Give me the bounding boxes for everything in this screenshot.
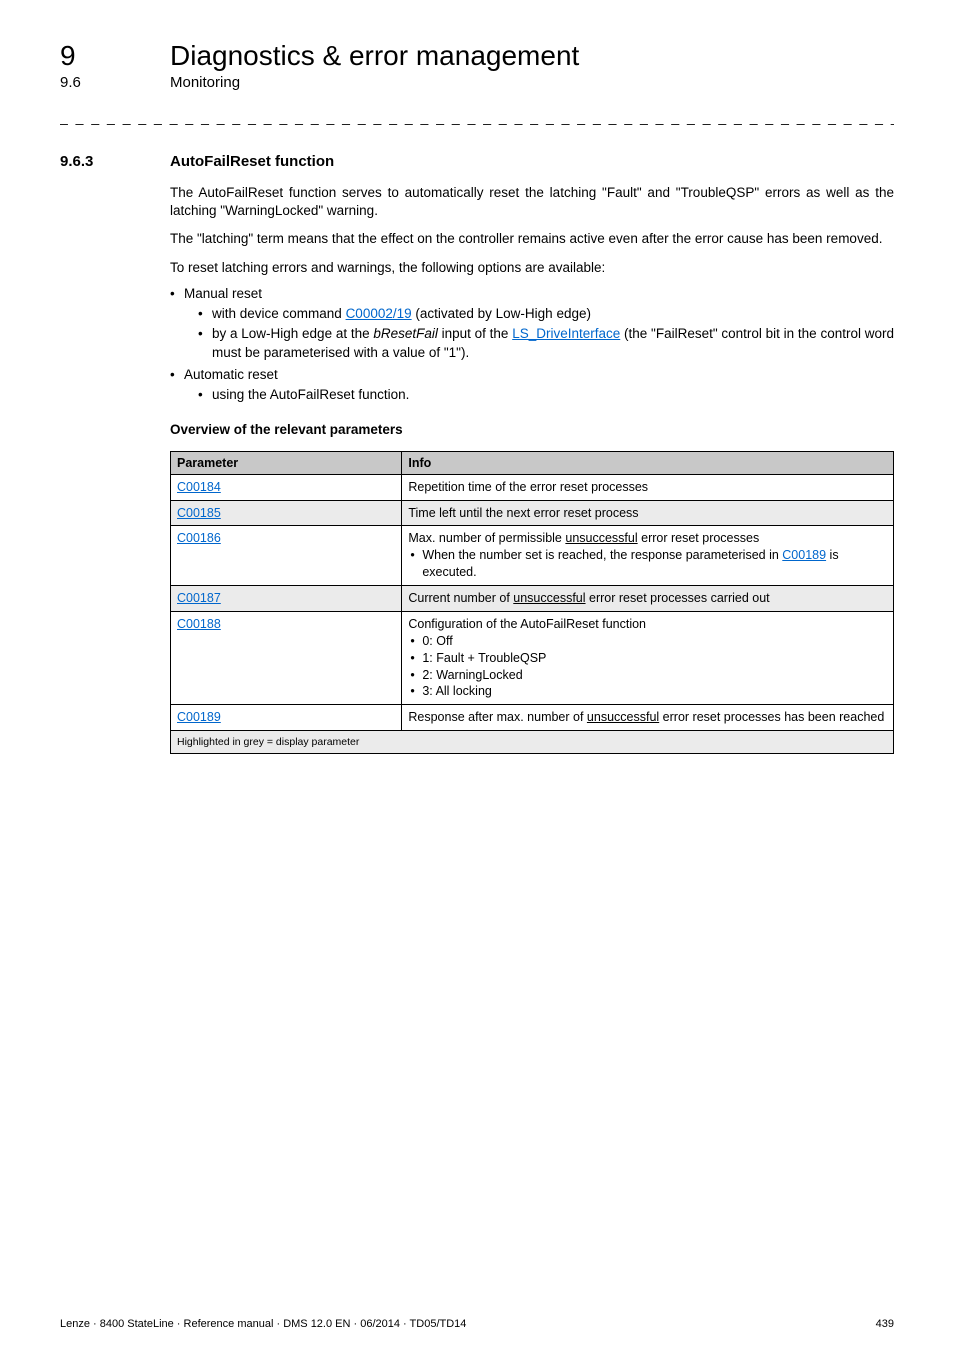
info-sub-bullet: 1: Fault + TroubleQSP bbox=[408, 650, 887, 667]
text-fragment: Response after max. number of bbox=[408, 710, 587, 724]
list-item-label: Automatic reset bbox=[184, 367, 278, 382]
subchapter-title: Monitoring bbox=[170, 74, 240, 91]
chapter-header: 9 Diagnostics & error management bbox=[60, 40, 894, 72]
link-ls-driveinterface[interactable]: LS_DriveInterface bbox=[512, 326, 620, 341]
list-item-automatic-reset: Automatic reset using the AutoFailReset … bbox=[170, 366, 894, 404]
chapter-title: Diagnostics & error management bbox=[170, 40, 579, 72]
paragraph-3: To reset latching errors and warnings, t… bbox=[170, 259, 894, 277]
bullet-list: Manual reset with device command C00002/… bbox=[170, 285, 894, 404]
overview-heading: Overview of the relevant parameters bbox=[170, 422, 894, 437]
sub-list: with device command C00002/19 (activated… bbox=[184, 305, 894, 362]
text-fragment: error reset processes has been reached bbox=[659, 710, 884, 724]
link-c00189[interactable]: C00189 bbox=[177, 710, 221, 724]
list-item: using the AutoFailReset function. bbox=[184, 386, 894, 404]
footer-left: Lenze · 8400 StateLine · Reference manua… bbox=[60, 1318, 466, 1330]
table-row: C00188 Configuration of the AutoFailRese… bbox=[171, 611, 894, 704]
list-item: with device command C00002/19 (activated… bbox=[184, 305, 894, 323]
table-row: C00185 Time left until the next error re… bbox=[171, 500, 894, 526]
text-fragment: with device command bbox=[212, 306, 346, 321]
table-note-row: Highlighted in grey = display parameter bbox=[171, 731, 894, 754]
underline-term: unsuccessful bbox=[513, 591, 585, 605]
link-c00188[interactable]: C00188 bbox=[177, 617, 221, 631]
separator-line: _ _ _ _ _ _ _ _ _ _ _ _ _ _ _ _ _ _ _ _ … bbox=[60, 109, 894, 125]
table-header-parameter: Parameter bbox=[171, 451, 402, 474]
list-item-label: Manual reset bbox=[184, 286, 262, 301]
subchapter-number: 9.6 bbox=[60, 74, 170, 91]
section-header: 9.6.3 AutoFailReset function bbox=[60, 153, 894, 170]
page-container: 9 Diagnostics & error management 9.6 Mon… bbox=[0, 0, 954, 1350]
footer-page-number: 439 bbox=[876, 1318, 894, 1330]
paragraph-1: The AutoFailReset function serves to aut… bbox=[170, 184, 894, 220]
text-fragment: Max. number of permissible bbox=[408, 531, 565, 545]
link-c00187[interactable]: C00187 bbox=[177, 591, 221, 605]
table-cell-info: Time left until the next error reset pro… bbox=[402, 500, 894, 526]
table-cell-info: Repetition time of the error reset proce… bbox=[402, 474, 894, 500]
italic-term: bResetFail bbox=[373, 326, 438, 341]
table-row: C00189 Response after max. number of uns… bbox=[171, 705, 894, 731]
table-note: Highlighted in grey = display parameter bbox=[171, 731, 894, 754]
info-sub-bullet: When the number set is reached, the resp… bbox=[408, 547, 887, 581]
table-row: C00187 Current number of unsuccessful er… bbox=[171, 586, 894, 612]
subchapter-header: 9.6 Monitoring bbox=[60, 74, 894, 91]
link-c00186[interactable]: C00186 bbox=[177, 531, 221, 545]
info-sub-bullet: 0: Off bbox=[408, 633, 887, 650]
section-number: 9.6.3 bbox=[60, 153, 170, 170]
page-footer: Lenze · 8400 StateLine · Reference manua… bbox=[60, 1318, 894, 1330]
link-c00189[interactable]: C00189 bbox=[782, 548, 826, 562]
text-fragment: error reset processes carried out bbox=[586, 591, 770, 605]
underline-term: unsuccessful bbox=[565, 531, 637, 545]
sub-list: using the AutoFailReset function. bbox=[184, 386, 894, 404]
table-row: C00184 Repetition time of the error rese… bbox=[171, 474, 894, 500]
info-sub-bullet: 3: All locking bbox=[408, 683, 887, 700]
text-fragment: input of the bbox=[438, 326, 512, 341]
text-fragment: When the number set is reached, the resp… bbox=[422, 548, 782, 562]
list-item-manual-reset: Manual reset with device command C00002/… bbox=[170, 285, 894, 362]
table-cell-info: Response after max. number of unsuccessf… bbox=[402, 705, 894, 731]
link-c00184[interactable]: C00184 bbox=[177, 480, 221, 494]
text-fragment: error reset processes bbox=[638, 531, 760, 545]
text-fragment: by a Low-High edge at the bbox=[212, 326, 373, 341]
table-header-row: Parameter Info bbox=[171, 451, 894, 474]
text-fragment: Current number of bbox=[408, 591, 513, 605]
table-cell-info: Current number of unsuccessful error res… bbox=[402, 586, 894, 612]
link-c00002-19[interactable]: C00002/19 bbox=[346, 306, 412, 321]
list-item: by a Low-High edge at the bResetFail inp… bbox=[184, 325, 894, 361]
table-header-info: Info bbox=[402, 451, 894, 474]
chapter-number: 9 bbox=[60, 40, 170, 72]
table-cell-info: Configuration of the AutoFailReset funct… bbox=[402, 611, 894, 704]
parameter-table: Parameter Info C00184 Repetition time of… bbox=[170, 451, 894, 755]
table-row: C00186 Max. number of permissible unsucc… bbox=[171, 526, 894, 586]
text-fragment: Configuration of the AutoFailReset funct… bbox=[408, 617, 646, 631]
table-cell-info: Max. number of permissible unsuccessful … bbox=[402, 526, 894, 586]
link-c00185[interactable]: C00185 bbox=[177, 506, 221, 520]
underline-term: unsuccessful bbox=[587, 710, 659, 724]
text-fragment: (activated by Low-High edge) bbox=[412, 306, 591, 321]
body-content: The AutoFailReset function serves to aut… bbox=[170, 184, 894, 754]
paragraph-2: The "latching" term means that the effec… bbox=[170, 230, 894, 248]
info-sub-bullet: 2: WarningLocked bbox=[408, 667, 887, 684]
section-title: AutoFailReset function bbox=[170, 153, 334, 170]
